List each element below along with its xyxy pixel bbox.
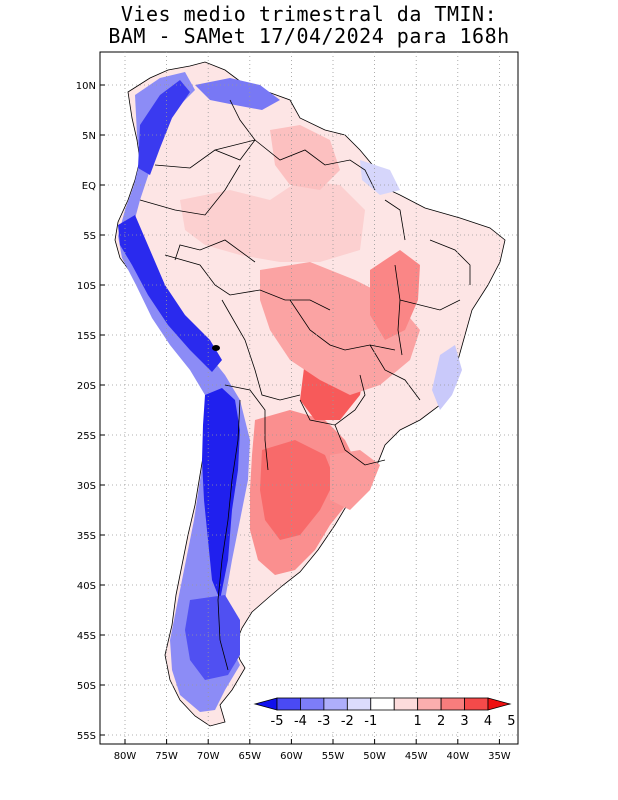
- colorbar-label: -4: [294, 714, 307, 729]
- lon-tick-label: 60W: [280, 751, 303, 762]
- lat-tick-label: 55S: [77, 731, 96, 742]
- lon-tick-label: 35W: [488, 751, 511, 762]
- warm-bias-amazon: [180, 180, 365, 262]
- colorbar-segment: [464, 697, 489, 711]
- colorbar-segment: [276, 697, 301, 711]
- lat-tick-label: 30S: [77, 481, 96, 492]
- cold-bias-guyana: [360, 160, 400, 195]
- map-title-line2: BAM - SAMet 17/04/2024 para 168h: [108, 24, 510, 48]
- lake-titicaca: [212, 345, 220, 351]
- colorbar-label: 3: [460, 714, 468, 729]
- colorbar-label: 1: [414, 714, 422, 729]
- cold-bias-colombia: [138, 80, 190, 175]
- lon-tick-label: 80W: [114, 751, 137, 762]
- latitude-axis: 10N 5N EQ 5S 10S 15S 20S 25S 30S 35S 40S 45S 50S 55S: [76, 81, 105, 742]
- lon-tick-label: 75W: [155, 751, 178, 762]
- warm-bias-argentina-core: [260, 440, 335, 540]
- lat-tick-label: 50S: [77, 681, 96, 692]
- lon-tick-label: 45W: [405, 751, 428, 762]
- lat-tick-label: 5N: [82, 131, 96, 142]
- lat-tick-label: 15S: [77, 331, 96, 342]
- lon-tick-label: 70W: [197, 751, 220, 762]
- colorbar-segment: [323, 697, 348, 711]
- lat-tick-label: 35S: [77, 531, 96, 542]
- lon-tick-label: 40W: [446, 751, 469, 762]
- colorbar-over-triangle: [487, 697, 512, 711]
- country-borders: [139, 99, 471, 671]
- lat-tick-label: 10N: [76, 81, 96, 92]
- colorbar-segment: [346, 697, 372, 711]
- lat-tick-label: 10S: [77, 281, 96, 292]
- colorbar: -5 -4 -3 -2 -1 1 2 3 4 5: [253, 694, 516, 732]
- colorbar-segment: [417, 697, 442, 711]
- graticule: [100, 52, 518, 744]
- colorbar-label: -1: [364, 714, 377, 729]
- colorbar-label: 4: [484, 714, 492, 729]
- lat-tick-label: 25S: [77, 431, 96, 442]
- cold-bias-core: [202, 388, 240, 600]
- warm-bias-north: [270, 125, 340, 190]
- colorbar-label: -2: [341, 714, 354, 729]
- colorbar-segment: [440, 697, 465, 711]
- colorbar-label: -3: [317, 714, 330, 729]
- longitude-axis: 80W 75W 70W 65W 60W 55W 50W 45W 40W 35W: [114, 739, 511, 762]
- colorbar-segment: [300, 697, 325, 711]
- warm-bias-rs: [330, 450, 380, 510]
- lat-tick-label: 45S: [77, 631, 96, 642]
- cold-bias-northeast: [432, 345, 462, 410]
- map-content: [100, 52, 518, 744]
- lon-tick-label: 55W: [322, 751, 345, 762]
- lon-tick-label: 50W: [363, 751, 386, 762]
- colorbar-segment: [393, 697, 419, 711]
- warm-bias-brazil-east: [370, 250, 420, 340]
- lon-tick-label: 65W: [238, 751, 261, 762]
- colorbar-segment: [370, 697, 395, 711]
- lat-tick-label: EQ: [82, 181, 96, 192]
- colorbar-label: 5: [507, 714, 515, 729]
- lat-tick-label: 5S: [83, 231, 96, 242]
- cold-bias-patagonia: [185, 595, 240, 680]
- cold-bias-coast-north: [118, 215, 222, 372]
- colorbar-label: -5: [271, 714, 284, 729]
- map-title-line1: Vies medio trimestral da TMIN:: [120, 2, 498, 26]
- colorbar-label: 2: [437, 714, 445, 729]
- lat-tick-label: 40S: [77, 581, 96, 592]
- lat-tick-label: 20S: [77, 381, 96, 392]
- cold-bias-caribbean: [195, 78, 280, 110]
